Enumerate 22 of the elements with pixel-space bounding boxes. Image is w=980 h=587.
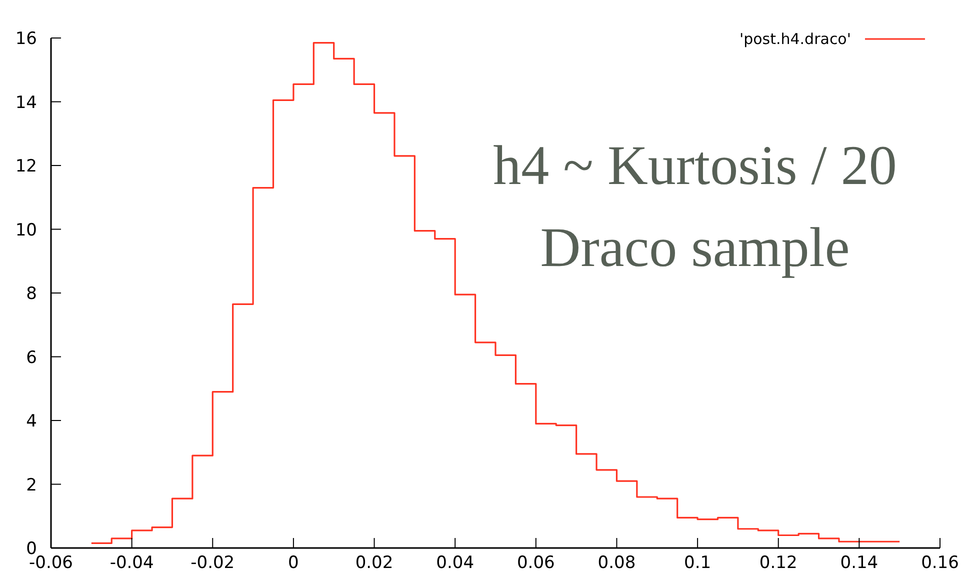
- x-tick-label: 0: [288, 553, 299, 574]
- x-tick-label: -0.04: [110, 553, 154, 574]
- y-tick-label: 4: [26, 412, 37, 432]
- x-tick-label: 0.16: [921, 553, 959, 574]
- x-tick-label: 0.02: [355, 553, 394, 574]
- y-tick-label: 16: [15, 29, 37, 50]
- x-tick-label: 0.04: [436, 553, 474, 574]
- x-tick-label: -0.02: [190, 553, 235, 574]
- x-tick-label: 0.06: [516, 553, 555, 574]
- y-tick-label: 2: [26, 475, 37, 496]
- legend-label: 'post.h4.draco': [739, 30, 851, 48]
- y-tick-label: 14: [15, 92, 37, 113]
- y-tick-label: 6: [26, 348, 37, 368]
- x-tick-label: 0.14: [840, 553, 878, 574]
- y-tick-label: 10: [15, 220, 37, 240]
- x-tick-label: 0.08: [598, 553, 636, 574]
- x-tick-label: 0.12: [759, 553, 798, 574]
- x-tick-label: 0.1: [684, 553, 712, 574]
- annotation: Draco sample: [539, 216, 851, 281]
- y-tick-label: 8: [26, 284, 37, 304]
- annotation: h4 ~ Kurtosis / 20: [492, 134, 898, 199]
- y-tick-label: 12: [15, 156, 37, 177]
